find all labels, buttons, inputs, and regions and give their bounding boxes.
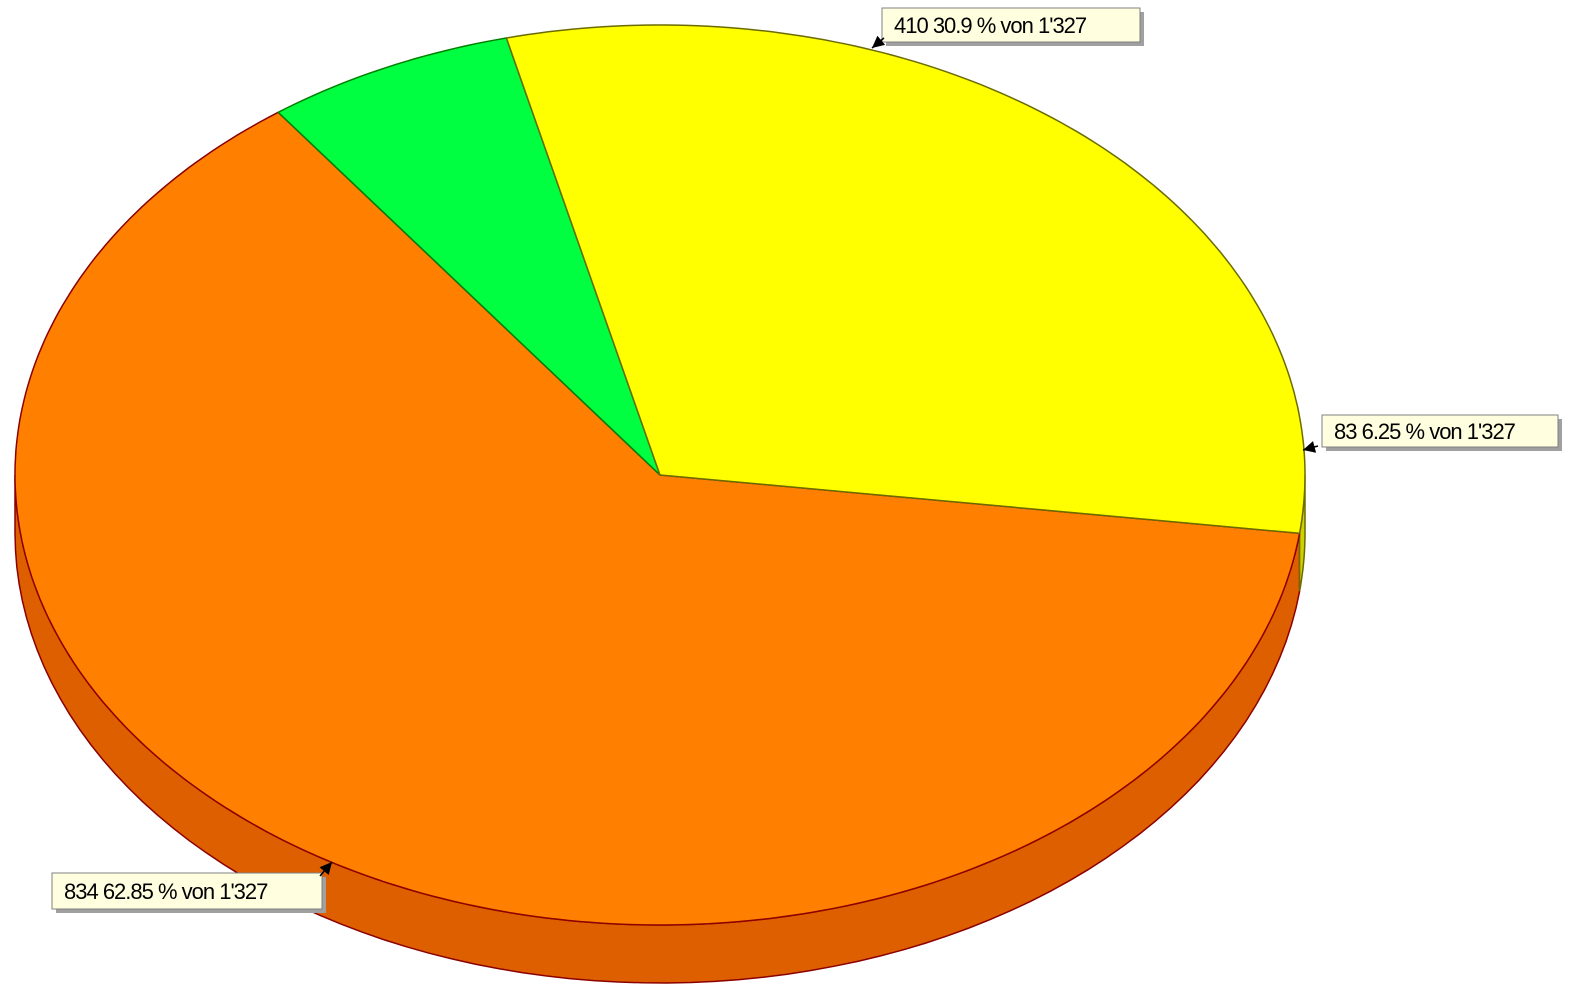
pie-label-box [1321,414,1559,448]
pie-label-arrow [872,35,886,48]
pie-label-box [881,7,1141,43]
pie-label-arrow [1303,441,1317,453]
pie-tops [14,24,1306,926]
pie-label-box [51,872,323,910]
pie-label-2: 410 30.9 % von 1'327 [871,7,1144,49]
pie-slice-2 [505,24,1306,535]
pie-label-arrow [319,862,332,875]
pie-label-text: 83 6.25 % von 1'327 [1334,419,1516,444]
pie-label-1: 83 6.25 % von 1'327 [1302,414,1562,453]
pie-label-text: 410 30.9 % von 1'327 [894,13,1087,38]
pie-label-text: 834 62.85 % von 1'327 [64,879,268,904]
pie-labels: 834 62.85 % von 1'327 83 6.25 % von 1'327… [51,7,1562,913]
pie-slice-1 [277,37,661,476]
pie-label-0: 834 62.85 % von 1'327 [51,861,333,913]
